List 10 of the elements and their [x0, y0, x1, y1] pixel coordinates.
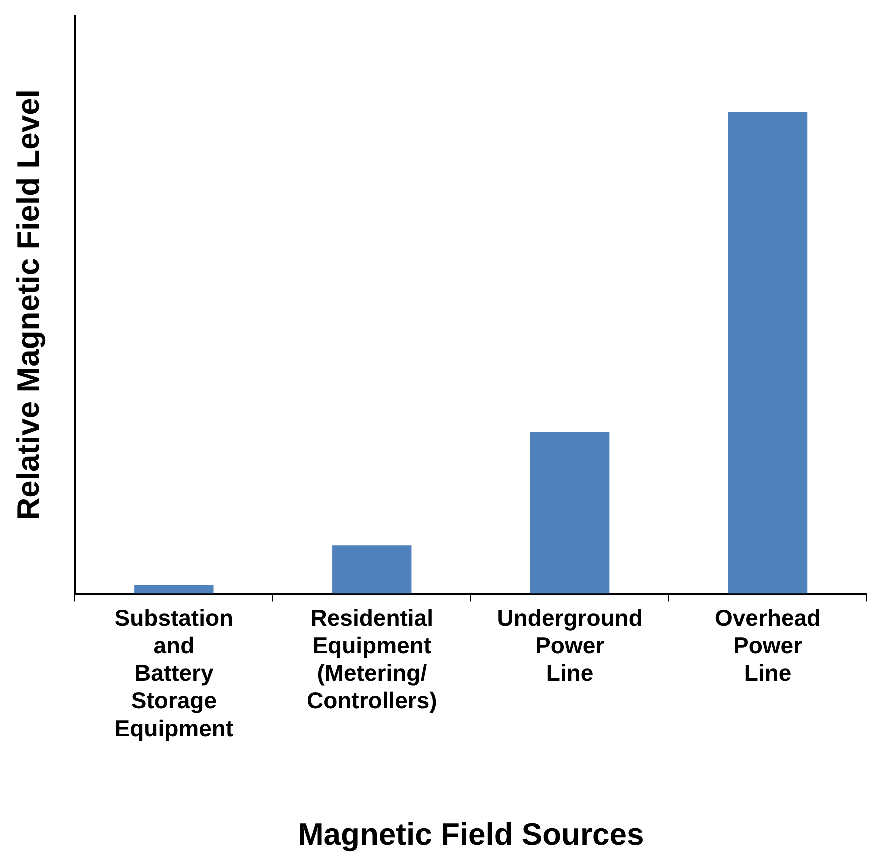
- x-tick-label: Underground Power Line: [497, 604, 643, 686]
- bar: [530, 432, 610, 594]
- y-axis-title: Relative Magnetic Field Level: [11, 90, 46, 520]
- bar: [332, 546, 412, 594]
- x-tick-label: Substation and Battery Storage Equipment: [114, 604, 234, 742]
- bar: [728, 112, 808, 594]
- x-tick-label: Overhead Power Line: [714, 604, 822, 686]
- x-axis-title: Magnetic Field Sources: [298, 816, 644, 852]
- x-tick-label: Residential Equipment (Metering/ Controllers): [306, 604, 438, 714]
- bar: [134, 585, 214, 594]
